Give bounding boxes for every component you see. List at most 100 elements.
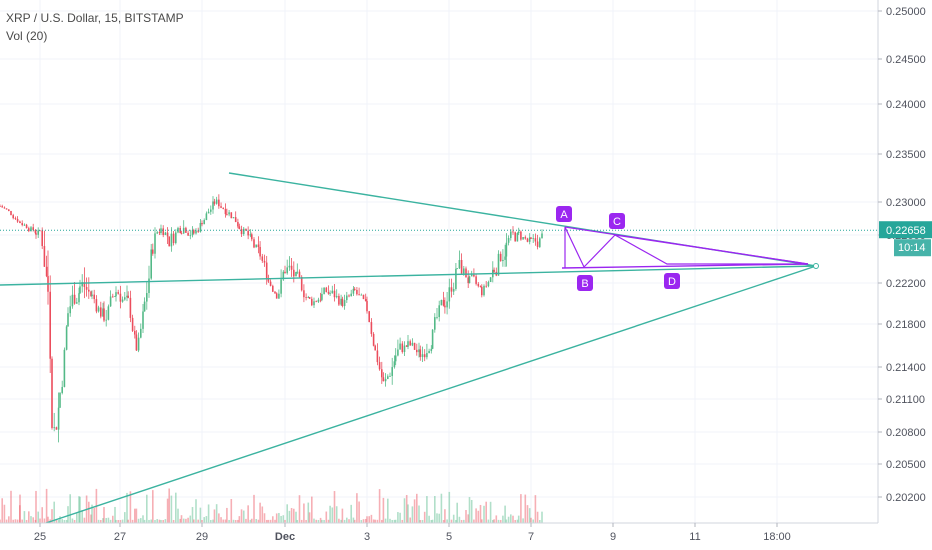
candle-body	[384, 378, 387, 382]
candle-body	[16, 218, 19, 222]
candle-body	[321, 293, 323, 300]
price-tick-label: 0.20800	[886, 427, 926, 439]
volume-bar	[156, 519, 158, 523]
candle-body	[374, 345, 376, 351]
candle-body	[364, 299, 367, 302]
last-price-tag[interactable]	[879, 221, 932, 239]
volume-bar	[129, 491, 132, 523]
pattern-cd-line[interactable]	[614, 234, 809, 265]
volume-bar	[63, 520, 66, 523]
pattern-base-line[interactable]	[561, 263, 809, 269]
volume-bar	[327, 519, 330, 523]
volume-bar	[45, 488, 48, 523]
candle-body	[421, 354, 424, 357]
volume-bar	[391, 520, 393, 523]
candle-body	[450, 287, 453, 292]
volume-bar	[218, 513, 220, 523]
volume-bar	[350, 504, 352, 523]
candle-body	[505, 242, 508, 257]
volume-bar	[140, 518, 142, 523]
candle-body	[411, 342, 414, 346]
volume-bar	[356, 493, 358, 523]
axis-corner	[878, 523, 932, 550]
candle-body	[180, 233, 183, 234]
time-axis[interactable]: 25 27 29 Dec 3 5 7 9 11 18:00	[0, 522, 932, 550]
candle-body	[362, 294, 365, 300]
volume-bar	[275, 513, 278, 523]
harmonic-pattern[interactable]: A B C D	[556, 206, 809, 291]
volume-bar	[483, 505, 485, 523]
volume-bar	[348, 519, 350, 523]
bar-countdown: 10:14	[898, 242, 926, 254]
candle-body	[102, 308, 104, 317]
pattern-label-bg[interactable]	[556, 206, 572, 222]
candle-body	[115, 292, 117, 297]
pattern-label-bg[interactable]	[609, 213, 625, 229]
volume-bar	[307, 502, 310, 523]
pattern-label-b[interactable]: B	[581, 278, 588, 290]
volume-bar	[493, 519, 495, 523]
candle-body	[275, 293, 278, 299]
candle-body	[280, 279, 282, 294]
middle-trendline[interactable]	[0, 265, 817, 286]
candle-body	[329, 293, 331, 295]
trendline-apex[interactable]	[813, 263, 819, 269]
price-axis[interactable]: 0.25000 0.24500 0.24000 0.23500 0.23000 0.226…	[877, 0, 932, 550]
volume-bar	[55, 519, 58, 523]
candle-body	[259, 246, 261, 257]
candle-body	[389, 375, 391, 377]
candle-body	[81, 282, 83, 287]
volume-bar	[479, 504, 482, 523]
volume-bar	[418, 505, 420, 523]
candle-body	[83, 282, 86, 288]
candle-body	[487, 282, 490, 287]
volume-bar	[382, 497, 385, 523]
volume-bar	[224, 519, 227, 523]
candle-body	[93, 294, 95, 300]
pattern-label-c[interactable]: C	[613, 216, 621, 228]
candle-body	[539, 238, 541, 247]
volume-bar	[146, 494, 148, 523]
pattern-label-d[interactable]: D	[668, 276, 676, 288]
candle-body	[346, 295, 348, 301]
candle-body	[100, 307, 102, 317]
candle-body	[381, 369, 383, 378]
volume-bar	[305, 519, 307, 523]
pattern-label-bg[interactable]	[577, 275, 593, 291]
chart-legend: XRP / U.S. Dollar, 15, BITSTAMP Vol (20)	[6, 9, 184, 45]
volume-bar	[112, 515, 114, 523]
volume-bar	[317, 520, 320, 523]
volume-bar	[51, 509, 53, 523]
candle-body	[61, 386, 63, 393]
candle-body	[201, 222, 203, 225]
volume-bar	[381, 519, 383, 523]
time-tick-label: 18:00	[763, 531, 791, 543]
volume-bar	[253, 494, 255, 523]
candle-body	[475, 276, 477, 284]
candle-body	[203, 220, 205, 225]
candle-body	[103, 308, 105, 321]
candle-body	[338, 295, 340, 305]
volume-bar	[78, 496, 80, 523]
candle-body	[73, 294, 76, 304]
pattern-label-a[interactable]: A	[560, 209, 568, 221]
volume-bar	[100, 519, 102, 523]
volume-bar	[315, 519, 317, 523]
volume-bar	[473, 519, 475, 523]
volume-bar	[195, 499, 197, 523]
candle-body	[541, 233, 543, 239]
lower-trendline[interactable]	[39, 265, 817, 526]
volume-bar	[234, 519, 237, 523]
candle-body	[394, 355, 397, 362]
volume-bar	[210, 519, 212, 523]
pattern-label-bg[interactable]	[664, 273, 680, 289]
candle-body	[34, 230, 37, 234]
volume-bar	[434, 496, 436, 523]
candle-body	[63, 349, 66, 387]
candle-body	[343, 300, 346, 307]
candle-body	[148, 278, 150, 294]
volume-bar	[197, 519, 199, 523]
volume-bar	[103, 507, 105, 523]
volume-bar	[222, 519, 225, 523]
